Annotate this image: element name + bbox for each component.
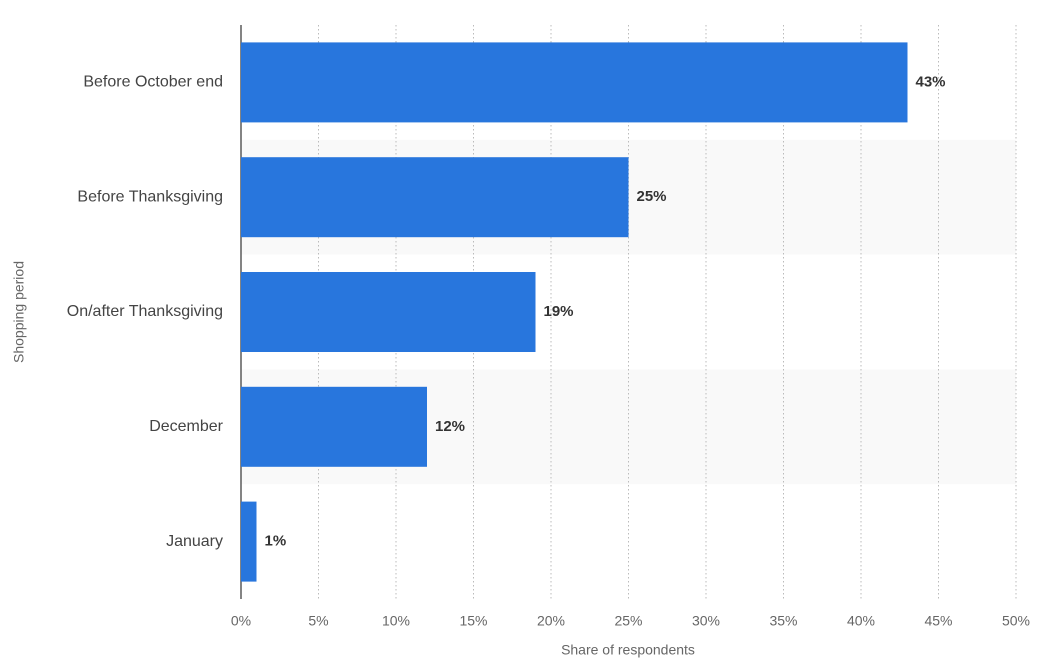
x-tick-label: 5%: [308, 613, 328, 629]
value-label: 25%: [637, 188, 667, 205]
bar: [241, 501, 257, 582]
x-tick-label: 0%: [231, 613, 251, 629]
x-axis-title: Share of respondents: [561, 642, 695, 658]
y-tick-label: December: [149, 418, 223, 435]
y-axis-title: Shopping period: [11, 261, 27, 363]
y-tick-label: Before October end: [83, 74, 223, 91]
value-label: 43%: [916, 73, 946, 90]
x-tick-label: 50%: [1002, 613, 1030, 629]
x-tick-label: 30%: [692, 613, 720, 629]
x-tick-label: 45%: [924, 613, 952, 629]
x-tick-label: 20%: [537, 613, 565, 629]
x-tick-label: 10%: [382, 613, 410, 629]
value-label: 19%: [544, 303, 574, 320]
y-tick-label: January: [166, 533, 223, 550]
value-label: 1%: [265, 533, 287, 550]
bar: [241, 272, 536, 352]
bar: [241, 157, 629, 238]
y-tick-label: On/after Thanksgiving: [67, 303, 223, 320]
bar: [241, 42, 908, 123]
x-tick-label: 35%: [769, 613, 797, 629]
x-tick-label: 25%: [614, 613, 642, 629]
y-tick-label: Before Thanksgiving: [77, 188, 223, 205]
bar: [241, 386, 427, 467]
value-label: 12%: [435, 418, 465, 435]
x-tick-label: 40%: [847, 613, 875, 629]
x-tick-label: 15%: [459, 613, 487, 629]
